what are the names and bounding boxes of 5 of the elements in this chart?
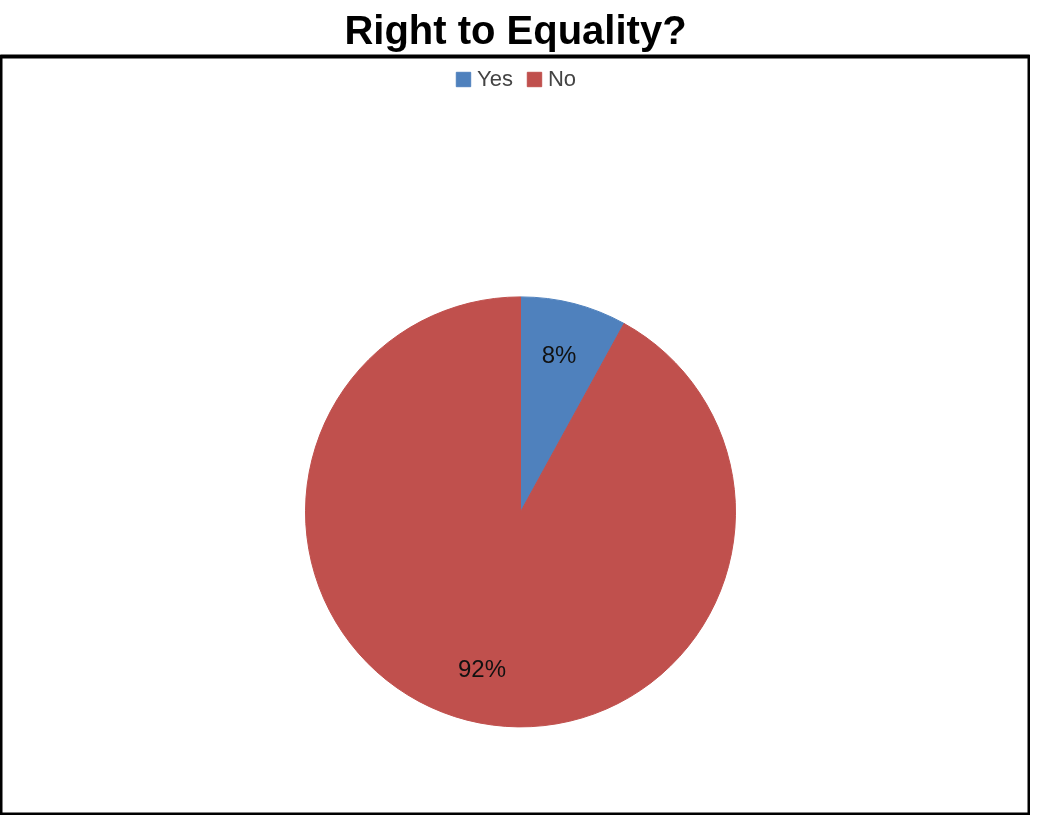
data-label: 8% (541, 341, 577, 369)
legend-label: Yes (476, 66, 513, 92)
data-label: 92% (457, 655, 507, 683)
legend-label: No (547, 66, 577, 92)
chart-title: Right to Equality? (344, 7, 687, 52)
